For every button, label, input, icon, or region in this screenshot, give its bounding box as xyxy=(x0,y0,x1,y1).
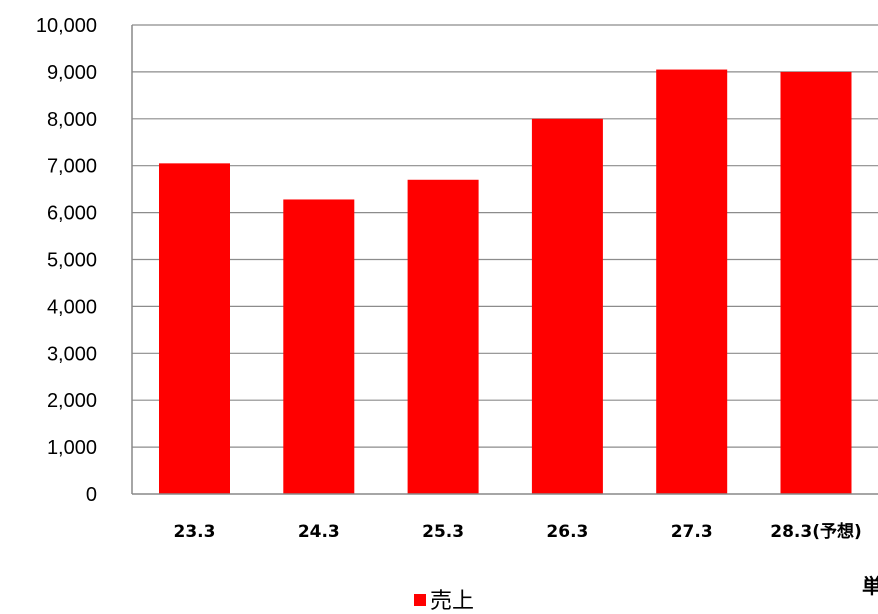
gridlines xyxy=(132,24,878,448)
bar-25.3 xyxy=(407,179,479,494)
y-tick-label: 2,000 xyxy=(47,390,97,412)
x-tick-label: 24.3 xyxy=(298,522,340,542)
x-axis-tick-labels: 23.3 24.3 25.3 26.3 27.3 28.3(予想) xyxy=(174,521,862,542)
y-tick-label: 4,000 xyxy=(47,296,97,318)
y-tick-label: 8,000 xyxy=(47,109,97,131)
x-tick-label: 23.3 xyxy=(174,522,216,542)
x-tick-label: 27.3 xyxy=(671,522,713,542)
y-tick-label: 1,000 xyxy=(47,437,97,459)
y-tick-label: 9,000 xyxy=(47,62,97,84)
bars xyxy=(159,69,852,495)
y-tick-label: 6,000 xyxy=(47,203,97,225)
bar-23.3 xyxy=(159,163,230,495)
bar-27.3 xyxy=(656,69,728,495)
legend: 売上 xyxy=(414,589,474,614)
bar-26.3 xyxy=(531,118,603,495)
unit-note: 単 xyxy=(862,574,878,598)
x-tick-label: 25.3 xyxy=(422,522,464,542)
x-tick-label: 28.3(予想) xyxy=(770,521,861,542)
legend-label: 売上 xyxy=(430,589,474,614)
y-tick-label: 10,000 xyxy=(36,15,97,37)
legend-swatch xyxy=(414,594,426,606)
y-axis-tick-labels: 0 1,000 2,000 3,000 4,000 5,000 6,000 7,000 8,00… xyxy=(36,15,97,506)
bar-28.3(予想) xyxy=(780,71,852,495)
y-tick-label: 0 xyxy=(86,484,97,506)
y-tick-label: 3,000 xyxy=(47,343,97,365)
x-tick-label: 26.3 xyxy=(546,522,588,542)
y-tick-label: 5,000 xyxy=(47,250,97,272)
y-tick-label: 7,000 xyxy=(47,156,97,178)
bar-24.3 xyxy=(283,199,355,494)
